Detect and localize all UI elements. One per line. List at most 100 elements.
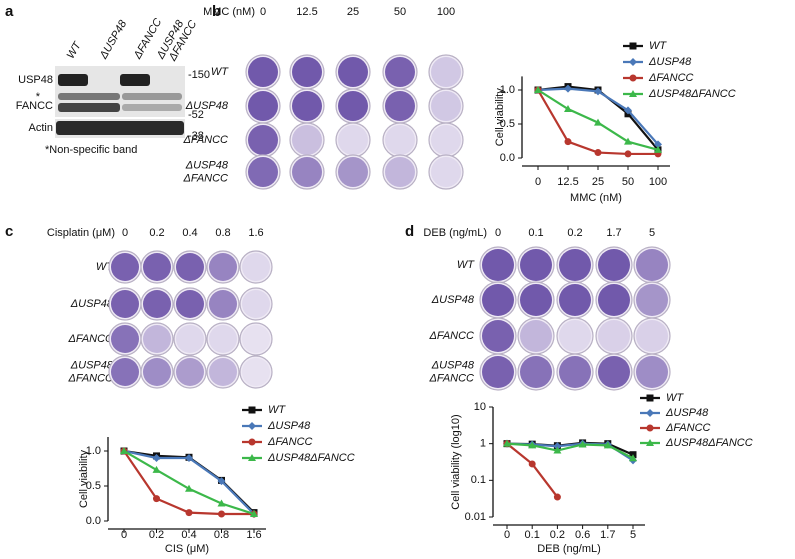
band xyxy=(58,103,120,112)
legend-marker xyxy=(646,439,654,446)
blot xyxy=(55,66,185,138)
x-tick-label: 0 xyxy=(504,529,510,541)
colonies xyxy=(111,325,139,353)
plate xyxy=(173,355,207,389)
band-label: USP48 xyxy=(18,74,53,86)
point xyxy=(594,149,602,157)
legend-label: ΔUSP48 xyxy=(267,420,311,432)
point xyxy=(564,84,572,93)
colonies xyxy=(248,57,278,87)
x-tick-label: 1.6 xyxy=(246,529,261,541)
x-tick-label: 0.6 xyxy=(575,529,590,541)
colonies xyxy=(248,91,278,121)
row-label: ΔFANCC xyxy=(183,172,229,184)
row-label: ΔFANCC xyxy=(183,134,229,146)
dose-label: 1.7 xyxy=(606,227,621,239)
x-tick-label: 0.4 xyxy=(181,529,196,541)
y-tick-label: 0.0 xyxy=(86,515,101,527)
legend-label: ΔUSP48ΔFANCC xyxy=(665,437,753,449)
x-tick-label: 50 xyxy=(622,176,634,188)
row-label: ΔFANCC xyxy=(429,372,475,384)
dose-label: 0 xyxy=(495,227,501,239)
x-axis-label: CIS (μM) xyxy=(165,543,209,555)
plate xyxy=(239,322,273,356)
row-label: ΔUSP48 xyxy=(431,294,475,306)
colonies xyxy=(385,91,415,121)
point xyxy=(152,465,161,473)
colonies xyxy=(482,320,514,352)
colonies xyxy=(143,253,171,281)
colonies xyxy=(598,249,630,281)
legend-marker xyxy=(646,424,654,432)
colonies xyxy=(431,57,461,87)
x-tick-label: 5 xyxy=(630,529,636,541)
band xyxy=(120,74,150,86)
colonies xyxy=(242,253,270,281)
dose-label: 0.4 xyxy=(182,227,197,239)
point xyxy=(217,477,226,486)
point xyxy=(153,495,160,503)
x-tick-label: 1.7 xyxy=(600,529,615,541)
plate xyxy=(206,355,240,389)
legend-marker xyxy=(629,42,637,50)
legend-label: ΔUSP48 xyxy=(665,407,709,419)
colonies xyxy=(292,125,322,155)
band xyxy=(58,74,88,86)
colonies xyxy=(248,157,278,187)
point xyxy=(553,493,561,501)
x-tick-label: 0.2 xyxy=(550,529,565,541)
colonies xyxy=(598,284,630,316)
colonies xyxy=(111,253,139,281)
plate xyxy=(382,154,418,190)
legend-label: WT xyxy=(666,392,684,404)
colonies xyxy=(248,125,278,155)
panel-letter: c xyxy=(5,223,13,240)
point xyxy=(624,106,632,115)
row-label: ΔUSP48 xyxy=(431,359,475,371)
point xyxy=(603,441,612,449)
colonies xyxy=(338,57,368,87)
x-tick-label: 0.1 xyxy=(525,529,540,541)
x-axis-label: MMC (nM) xyxy=(570,192,622,204)
colonies xyxy=(520,249,552,281)
y-tick-label: 1.0 xyxy=(86,445,101,457)
legend-label: WT xyxy=(268,404,286,416)
dose-label: 50 xyxy=(394,6,406,18)
x-tick-label: 25 xyxy=(592,176,604,188)
point xyxy=(185,509,193,517)
dose-label: 0 xyxy=(122,227,128,239)
colonies xyxy=(176,358,204,386)
series-line xyxy=(537,85,659,151)
legend-label: ΔFANCC xyxy=(267,436,313,448)
point xyxy=(528,441,537,449)
y-tick-label: 1.0 xyxy=(500,84,515,96)
colonies xyxy=(209,253,237,281)
point xyxy=(185,454,193,462)
colonies xyxy=(431,91,461,121)
x-tick-label: 0.2 xyxy=(149,529,164,541)
colonies xyxy=(143,290,171,318)
colonies xyxy=(520,284,552,316)
x-tick-label: 100 xyxy=(649,176,667,188)
colonies xyxy=(176,325,204,353)
y-axis-label: Cell viability (log10) xyxy=(450,414,462,509)
colonies xyxy=(559,356,591,388)
dose-label: 0.8 xyxy=(215,227,230,239)
plate xyxy=(140,322,174,356)
legend-label: ΔUSP48ΔFANCC xyxy=(267,452,355,464)
treatment-label: MMC (nM) xyxy=(203,6,255,18)
point xyxy=(553,442,562,451)
size-marker: -52 xyxy=(188,109,204,121)
colonies xyxy=(636,249,668,281)
y-axis-label: Cell viability xyxy=(494,88,506,147)
colonies xyxy=(636,284,668,316)
plate xyxy=(239,287,273,321)
dose-label: 100 xyxy=(437,6,455,18)
point xyxy=(152,454,161,462)
x-tick-label: 0 xyxy=(121,529,127,541)
dose-label: 12.5 xyxy=(296,6,317,18)
y-tick-label: 0.1 xyxy=(471,474,486,486)
colonies xyxy=(559,249,591,281)
colonies xyxy=(559,320,591,352)
